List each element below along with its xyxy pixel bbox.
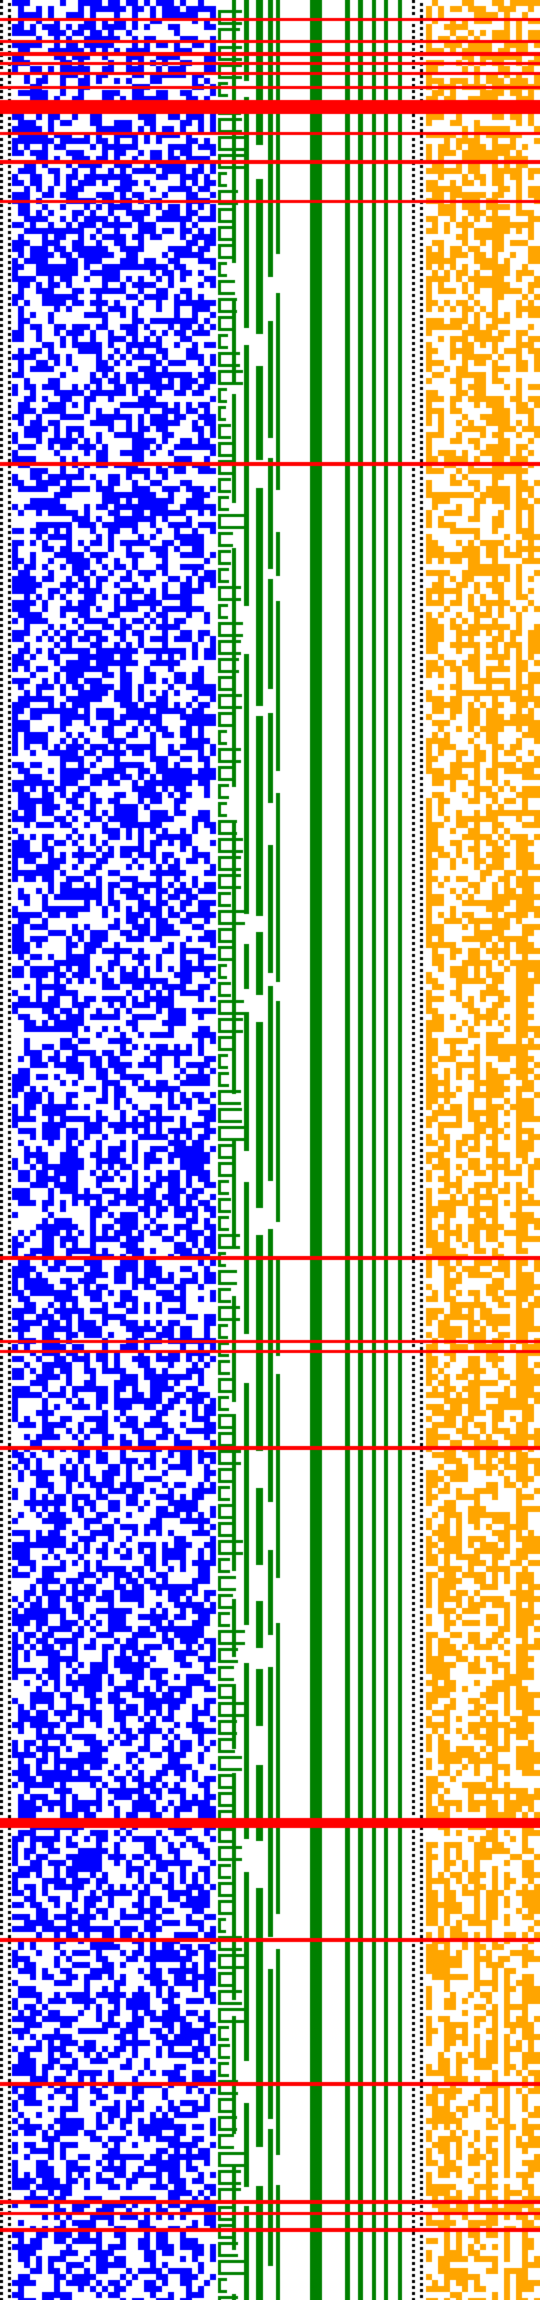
bitmap-visualization [0, 0, 540, 2300]
bitmap-canvas [0, 0, 540, 2300]
